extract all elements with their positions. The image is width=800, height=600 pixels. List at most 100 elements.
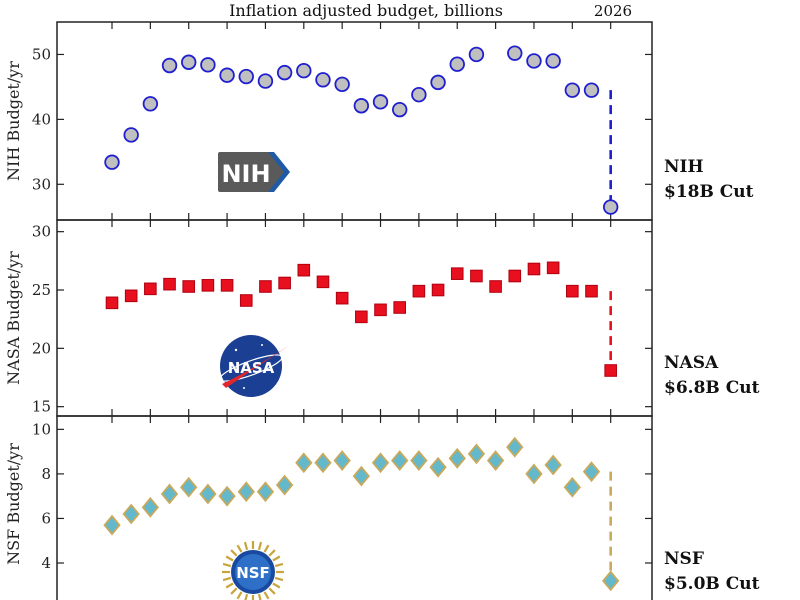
data-point xyxy=(296,62,312,79)
y-tick-label: 15 xyxy=(32,398,51,416)
nsf-logo: NSF xyxy=(222,541,284,600)
data-point xyxy=(180,476,198,498)
data-point xyxy=(544,454,562,476)
data-point xyxy=(256,481,275,503)
data-point xyxy=(315,72,331,88)
last-year-label: 2026 xyxy=(594,2,632,20)
data-point xyxy=(218,485,236,507)
data-point xyxy=(355,310,368,324)
svg-text:NIH: NIH xyxy=(221,160,270,188)
side-label-name: NASA xyxy=(664,353,719,373)
data-point xyxy=(142,96,159,112)
data-point xyxy=(335,291,349,305)
data-point xyxy=(431,283,445,297)
data-point xyxy=(585,284,598,298)
data-point xyxy=(583,82,600,98)
data-point xyxy=(546,261,560,275)
data-point xyxy=(371,452,390,474)
data-point xyxy=(468,46,485,63)
data-point xyxy=(163,277,176,291)
data-point xyxy=(450,267,464,280)
side-label-name: NSF xyxy=(664,549,704,569)
data-point xyxy=(353,98,370,114)
data-point xyxy=(105,296,119,310)
data-point xyxy=(297,263,311,277)
data-point xyxy=(564,82,581,98)
data-point xyxy=(525,463,543,485)
data-point xyxy=(507,45,523,61)
data-point xyxy=(352,465,371,487)
data-point xyxy=(141,496,160,518)
data-point xyxy=(333,450,351,471)
data-point xyxy=(104,154,120,170)
nih-logo: NIH xyxy=(218,152,290,192)
axes-frame xyxy=(56,415,653,600)
y-tick-label: 30 xyxy=(32,175,51,193)
axes-frame xyxy=(56,219,653,417)
data-point xyxy=(181,54,197,70)
data-point xyxy=(506,436,524,458)
data-point xyxy=(160,483,179,505)
side-label-cut: $18B Cut xyxy=(664,182,754,202)
data-point xyxy=(508,269,522,283)
y-tick-label: 30 xyxy=(32,223,51,241)
data-point xyxy=(278,276,291,290)
data-point xyxy=(467,443,486,465)
data-point xyxy=(526,53,542,69)
data-point xyxy=(122,503,140,525)
data-point xyxy=(239,294,253,307)
svg-text:NSF: NSF xyxy=(236,564,270,582)
data-point xyxy=(489,280,502,293)
data-point xyxy=(470,269,483,283)
data-point xyxy=(124,289,138,303)
axes-frame xyxy=(56,21,653,221)
data-point xyxy=(449,56,465,72)
chart-title: Inflation adjusted budget, billions xyxy=(229,1,503,20)
panel-nasa: 15 20 25 30 NASA Budget/yr NASA $6.8B Cut NASA xyxy=(4,219,760,417)
y-axis-label: NSF Budget/yr xyxy=(4,443,23,565)
data-point xyxy=(604,364,617,377)
data-point xyxy=(257,73,274,89)
data-point xyxy=(334,76,350,93)
data-point xyxy=(582,461,601,483)
data-point xyxy=(566,284,579,298)
data-point xyxy=(429,456,447,478)
side-label-cut: $5.0B Cut xyxy=(664,574,760,594)
y-axis-label: NIH Budget/yr xyxy=(4,61,23,181)
side-label-name: NIH xyxy=(664,157,704,177)
data-point xyxy=(410,450,428,471)
data-point xyxy=(103,514,121,536)
side-label-cut: $6.8B Cut xyxy=(664,378,760,398)
data-point xyxy=(201,279,215,292)
data-point xyxy=(391,450,409,471)
y-tick-label: 10 xyxy=(32,420,51,438)
data-point xyxy=(219,67,235,83)
svg-text:NASA: NASA xyxy=(228,359,275,377)
nasa-logo: NASA xyxy=(219,335,290,397)
y-tick-label: 20 xyxy=(32,339,51,357)
data-point xyxy=(392,101,408,118)
y-tick-label: 25 xyxy=(32,281,51,299)
data-point xyxy=(393,301,406,314)
data-point xyxy=(144,282,157,296)
data-point xyxy=(486,450,505,471)
data-point xyxy=(259,280,272,293)
data-point xyxy=(237,481,255,503)
data-point xyxy=(182,280,196,293)
data-point xyxy=(374,303,387,317)
y-tick-label: 8 xyxy=(41,465,51,483)
data-point xyxy=(276,64,293,81)
data-point xyxy=(295,452,313,474)
data-point xyxy=(602,570,620,592)
data-point xyxy=(220,279,234,292)
data-point xyxy=(412,284,426,298)
y-tick-label: 4 xyxy=(41,554,51,572)
data-point xyxy=(238,68,254,85)
data-point xyxy=(563,476,581,498)
data-point xyxy=(372,94,389,110)
data-point xyxy=(314,452,332,474)
data-point xyxy=(161,57,178,74)
data-point xyxy=(448,447,466,469)
data-point xyxy=(545,53,561,69)
